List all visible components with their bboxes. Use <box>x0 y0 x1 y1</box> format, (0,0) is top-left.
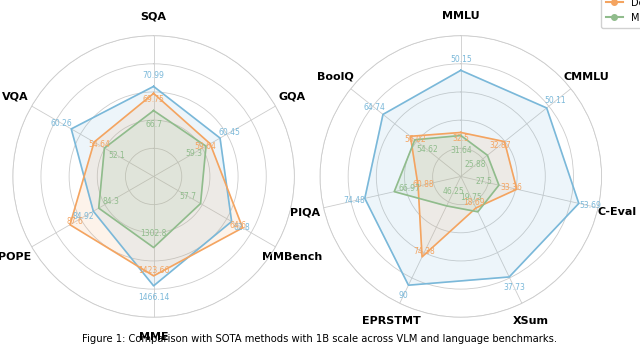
Text: 62.8: 62.8 <box>233 222 250 232</box>
Polygon shape <box>99 111 206 247</box>
Text: 1423.66: 1423.66 <box>138 266 170 275</box>
Text: 60.88: 60.88 <box>413 181 435 190</box>
Text: 74.48: 74.48 <box>343 197 365 206</box>
Polygon shape <box>394 136 499 212</box>
Text: 31.64: 31.64 <box>450 146 472 155</box>
Text: 84.3: 84.3 <box>102 197 119 206</box>
Text: 59.3: 59.3 <box>186 149 202 158</box>
Legend: Eve-1.8B, DeepSeek-VL-1.6B, MobileVLMv2-1.7B: Eve-1.8B, DeepSeek-VL-1.6B, MobileVLMv2-… <box>601 0 640 28</box>
Text: 53.69: 53.69 <box>579 201 601 210</box>
Text: 52.1: 52.1 <box>108 151 125 160</box>
Text: 32.87: 32.87 <box>490 140 511 149</box>
Text: 27.5: 27.5 <box>476 177 492 186</box>
Text: 60.26: 60.26 <box>51 119 72 128</box>
Text: 60.45: 60.45 <box>219 128 241 137</box>
Text: 54.64: 54.64 <box>88 140 110 149</box>
Text: 64.6: 64.6 <box>229 220 246 229</box>
Text: 32.5: 32.5 <box>452 134 469 143</box>
Text: Figure 1: Comparison with SOTA methods with 1B scale across VLM and language ben: Figure 1: Comparison with SOTA methods w… <box>83 334 557 344</box>
Polygon shape <box>71 86 232 286</box>
Text: 50.15: 50.15 <box>450 55 472 64</box>
Text: 19.75: 19.75 <box>460 193 482 202</box>
Text: 46.25: 46.25 <box>442 188 464 197</box>
Text: 64.74: 64.74 <box>364 103 385 112</box>
Text: 25.88: 25.88 <box>465 161 486 170</box>
Polygon shape <box>410 133 517 257</box>
Text: 87.6: 87.6 <box>67 217 83 226</box>
Text: 57.7: 57.7 <box>180 192 197 201</box>
Text: 18.69: 18.69 <box>463 198 484 207</box>
Text: 59.64: 59.64 <box>195 142 216 151</box>
Text: 90: 90 <box>399 291 408 300</box>
Text: 37.73: 37.73 <box>503 283 525 292</box>
Text: 50.11: 50.11 <box>545 97 566 106</box>
Text: 33.36: 33.36 <box>500 183 522 192</box>
Text: 70.99: 70.99 <box>143 71 164 80</box>
Text: 54.62: 54.62 <box>416 145 438 154</box>
Polygon shape <box>365 70 579 285</box>
Text: 1302.8: 1302.8 <box>140 229 167 238</box>
Text: 66.7: 66.7 <box>145 120 162 129</box>
Text: 69.75: 69.75 <box>143 94 164 103</box>
Text: 74.38: 74.38 <box>413 247 435 256</box>
Polygon shape <box>70 93 243 276</box>
Text: 66.97: 66.97 <box>399 184 420 193</box>
Text: 56.02: 56.02 <box>404 135 426 144</box>
Text: 1466.14: 1466.14 <box>138 293 170 302</box>
Text: 84.92: 84.92 <box>73 212 94 221</box>
